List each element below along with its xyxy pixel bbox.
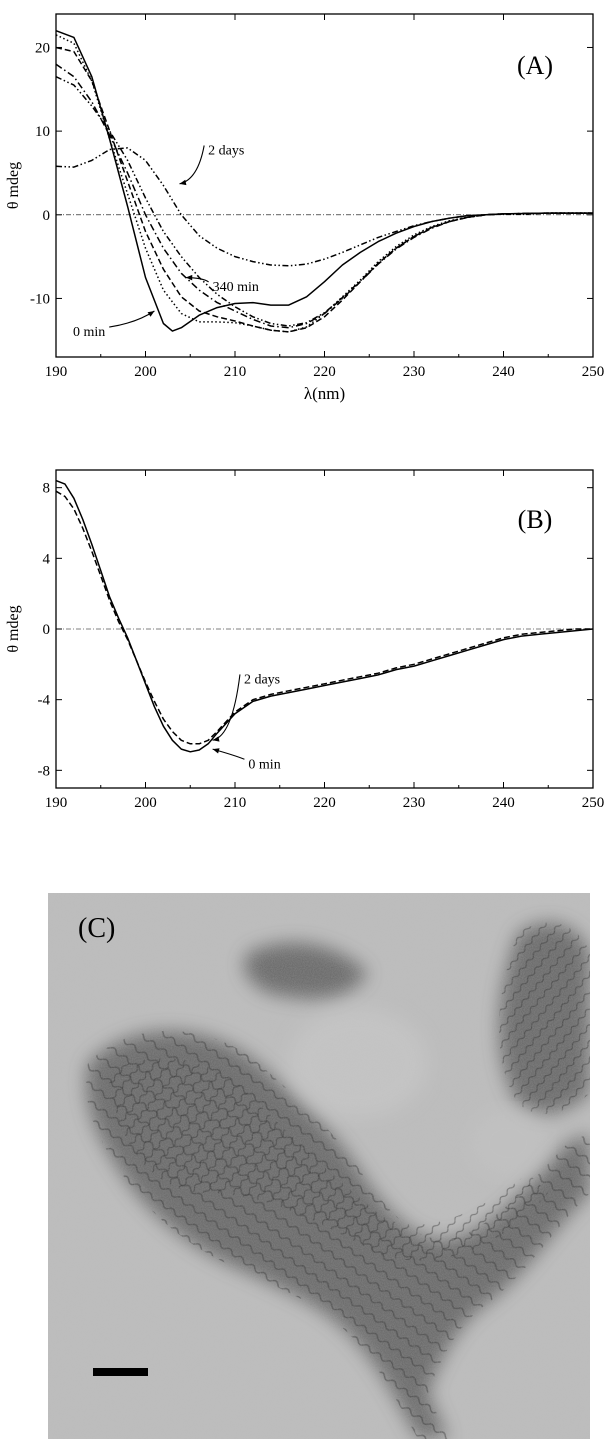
x-tick-label: 240 (492, 364, 515, 380)
y-axis-label: θ mdeg (5, 605, 22, 652)
panel-label: (A) (517, 51, 553, 80)
series-line-0 (55, 29, 593, 332)
y-tick-label: -8 (38, 763, 51, 779)
annotation-label: 0 min (248, 757, 280, 772)
series-line-4 (55, 76, 593, 327)
series-line-2 (55, 46, 593, 333)
y-tick-label: 4 (43, 551, 51, 567)
y-tick-label: 8 (43, 481, 51, 497)
x-tick-label: 240 (492, 795, 515, 811)
annotation-arrowhead (179, 179, 187, 186)
x-tick-label: 230 (403, 364, 426, 380)
series-line-0 (55, 479, 594, 753)
y-tick-label: 0 (43, 208, 51, 224)
x-tick-label: 200 (134, 364, 157, 380)
circular-dichroism-charts: 190 200 210 220 230 240 250 20 10 0 -10 λ(nm) θ mdeg… (5, 13, 605, 811)
x-tick-label: 210 (224, 364, 247, 380)
annotation-label: 2 days (208, 144, 244, 159)
annotation-arrowhead (185, 274, 193, 281)
x-tick-label: 190 (45, 364, 68, 380)
series-line-1 (55, 490, 593, 745)
panel-c-label: (C) (78, 913, 116, 944)
annotation-arrowhead (212, 736, 220, 742)
y-tick-label: 10 (35, 124, 50, 140)
panel-label: (B) (518, 505, 553, 534)
y-axis-label: θ mdeg (5, 162, 22, 209)
y-tick-label: -4 (38, 693, 51, 709)
x-tick-label: 250 (582, 364, 605, 380)
annotation-label: 0 min (73, 325, 105, 340)
x-axis-label: λ(nm) (304, 384, 345, 403)
y-tick-label: 0 (43, 622, 51, 638)
x-tick-label: 210 (224, 795, 247, 811)
annotation-arrow (179, 145, 205, 185)
x-tick-label: 220 (313, 364, 336, 380)
scale-bar (93, 1368, 148, 1376)
series-line-3 (55, 63, 593, 329)
annotation-arrowhead (212, 748, 220, 754)
series-line-5 (55, 147, 593, 267)
annotation-label: 2 days (244, 672, 280, 687)
x-tick-label: 200 (134, 795, 157, 811)
annotation-arrow (109, 310, 155, 328)
x-tick-label: 230 (403, 795, 426, 811)
x-tick-label: 250 (582, 795, 605, 811)
plot-frame (55, 13, 594, 358)
series-line-1 (55, 34, 593, 333)
y-tick-label: -10 (30, 291, 50, 307)
electron-micrograph-panel: (C) (48, 893, 590, 1439)
y-tick-label: 20 (35, 40, 50, 56)
annotation-arrowhead (147, 310, 155, 317)
annotation-arrow (212, 674, 241, 741)
annotation-label: 340 min (213, 280, 259, 295)
x-tick-label: 220 (313, 795, 336, 811)
chart-panel-0: 190 200 210 220 230 240 250 20 10 0 -10 λ(nm) θ mdeg… (5, 13, 605, 403)
x-tick-label: 190 (45, 795, 68, 811)
micrograph-image (48, 893, 590, 1439)
